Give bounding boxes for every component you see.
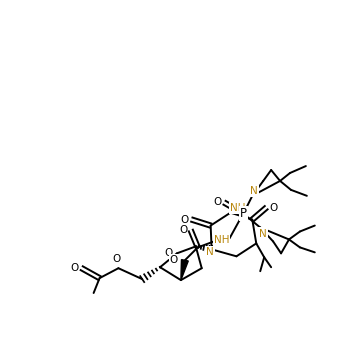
Text: P: P [240,207,247,220]
Text: O: O [165,248,173,258]
Text: N: N [206,247,214,257]
Text: O: O [170,255,178,265]
Text: O: O [213,197,222,207]
Text: N: N [250,186,258,196]
Text: NH: NH [214,236,229,245]
Polygon shape [181,260,188,280]
Text: O: O [71,263,79,273]
Text: O: O [112,254,121,264]
Text: O: O [180,225,188,235]
Text: O: O [181,214,189,225]
Text: O: O [269,203,277,213]
Text: N: N [259,229,267,238]
Text: NH: NH [230,203,245,213]
